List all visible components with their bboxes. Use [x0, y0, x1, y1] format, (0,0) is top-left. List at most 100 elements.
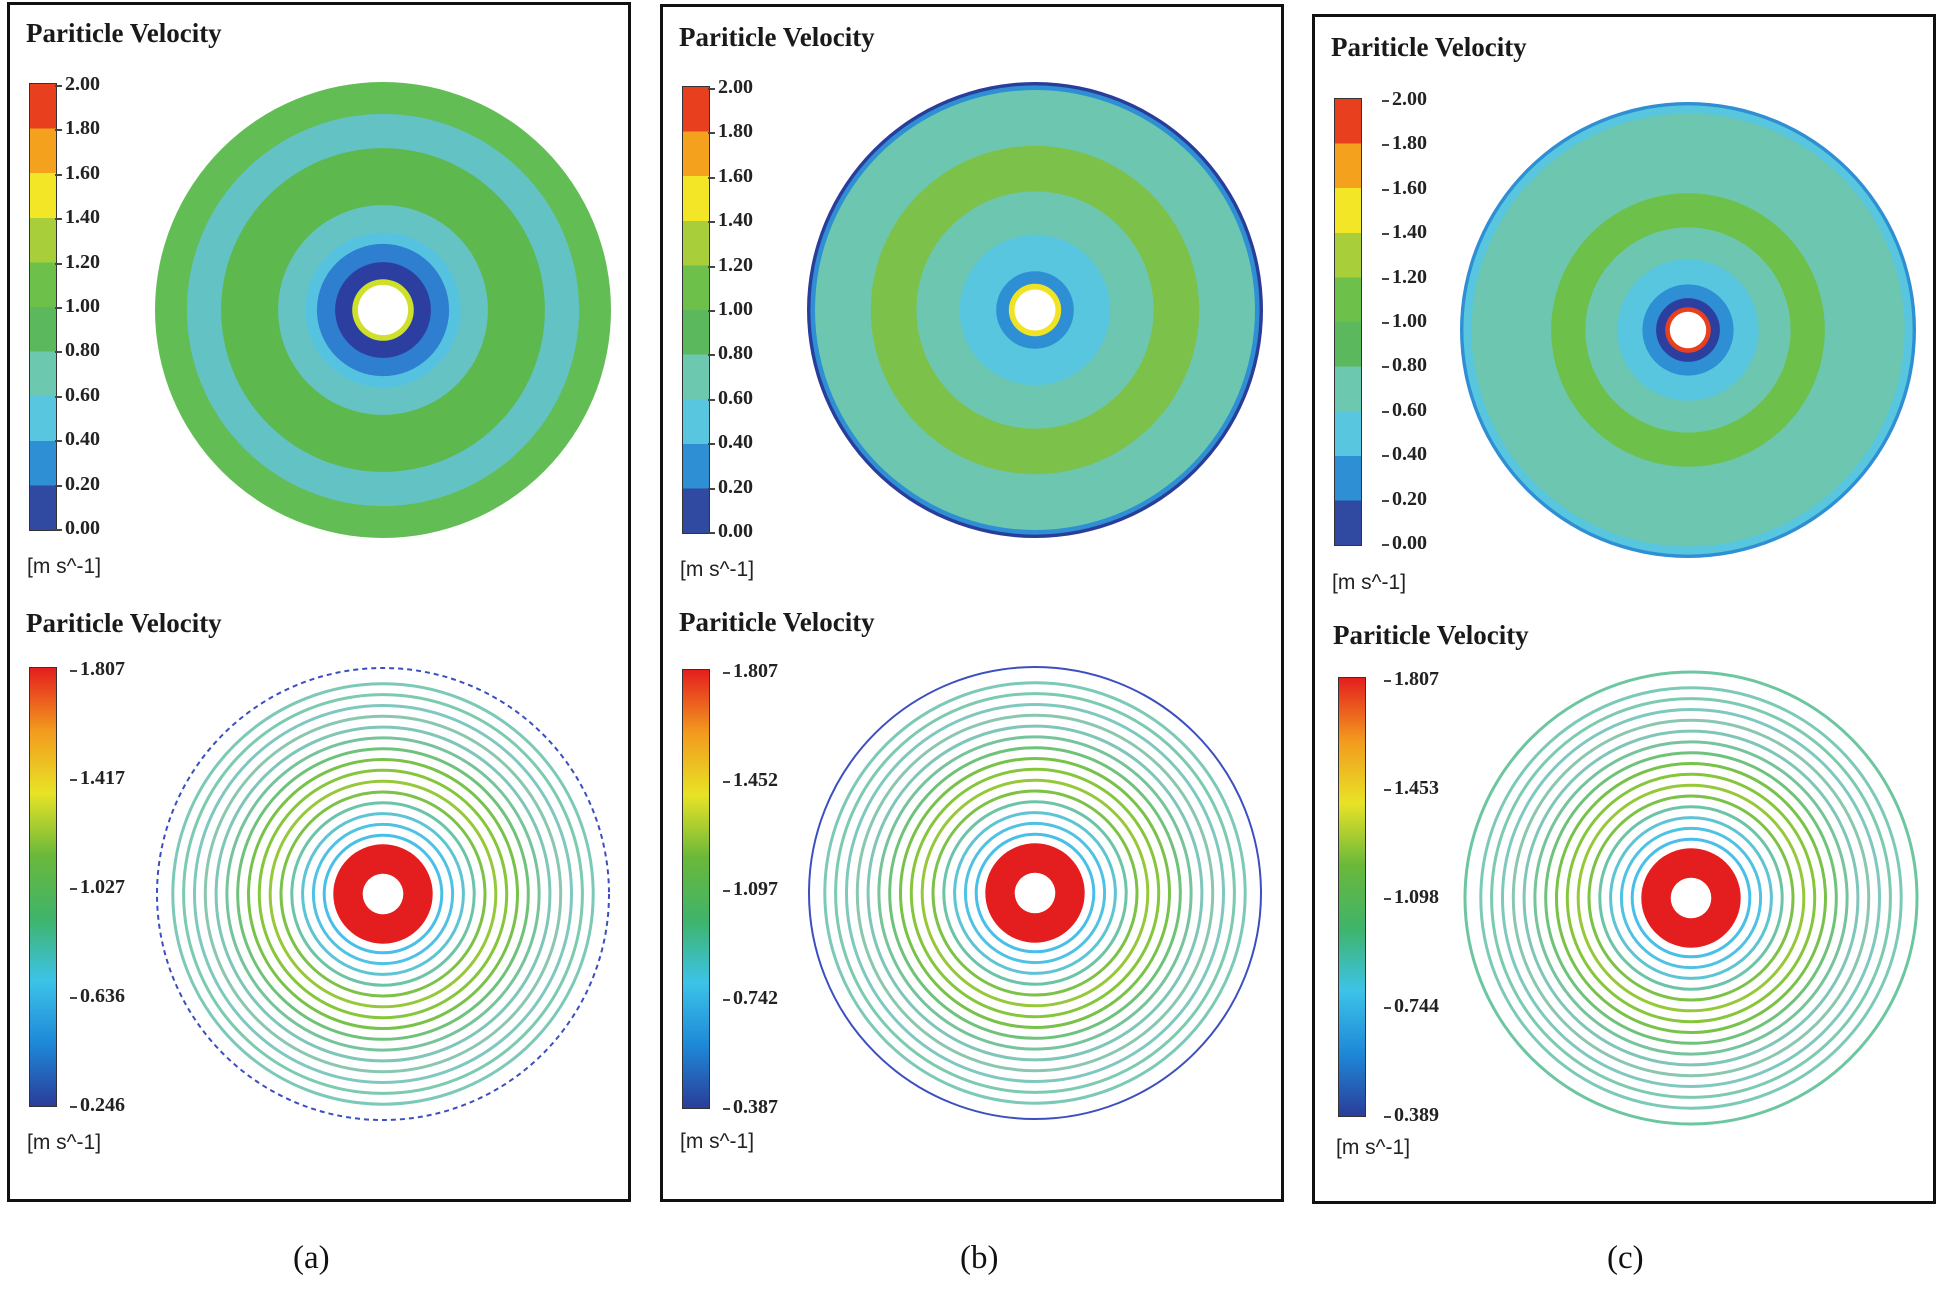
streamline-ring: [1511, 718, 1871, 1078]
colorbar-tick-mark: [1384, 1116, 1391, 1118]
colorbar-tick-mark: [723, 890, 730, 892]
colorbar-tick-mark: [708, 398, 715, 401]
streamline-ring: [301, 812, 465, 976]
colorbar-tick-label: 1.807: [1394, 668, 1439, 690]
panel-b-streamline-unit: [m s^-1]: [680, 1130, 755, 1153]
colorbar-tick-label: 1.60: [1392, 176, 1427, 199]
colorbar-tick-mark: [708, 354, 715, 357]
colorbar-tick-label: 1.453: [1394, 777, 1439, 799]
colorbar-tick-label: 1.60: [65, 161, 100, 184]
streamline-ring: [855, 713, 1215, 1073]
streamline-ring: [203, 714, 563, 1074]
colorbar-tick-label: 0.00: [1392, 532, 1427, 554]
streamline-ring: [1555, 762, 1827, 1034]
colorbar-tick-mark: [1382, 233, 1389, 236]
colorbar-tick-label: 0.40: [1392, 443, 1427, 466]
streamline-ring: [225, 736, 541, 1052]
colorbar-tick-label: 0.80: [65, 339, 100, 362]
streamline-ring: [1576, 783, 1806, 1013]
panel-a-streamline-title: Pariticle Velocity: [26, 608, 222, 638]
colorbar-tick-mark: [1382, 544, 1389, 546]
streamline-ring: [1587, 794, 1795, 1002]
colorbar-tick-mark: [55, 484, 62, 487]
panel-b-contour-plot: [807, 82, 1263, 538]
panel-b-contour-unit: [m s^-1]: [680, 558, 755, 581]
colorbar-tick-label: 0.00: [65, 517, 100, 539]
streamline-ring: [909, 767, 1161, 1019]
colorbar-tick-mark: [708, 88, 715, 90]
colorbar-tick-mark: [723, 1108, 730, 1110]
streamline-ring: [193, 704, 573, 1084]
colorbar-tick-label: 0.40: [718, 431, 753, 454]
panel-c-contour-title: Pariticle Velocity: [1331, 32, 1527, 62]
streamline-ring: [214, 725, 552, 1063]
colorbar-tick-label: 1.20: [1392, 265, 1427, 288]
colorbar-tick-label: 1.80: [718, 120, 753, 143]
panel-a-streamline-unit: [m s^-1]: [27, 1131, 102, 1154]
colorbar-tick-label: 0.20: [65, 472, 100, 495]
colorbar-tick-mark: [1384, 1007, 1391, 1009]
panel-c-contour-unit: [m s^-1]: [1332, 571, 1407, 594]
colorbar-tick-mark: [708, 487, 715, 490]
colorbar-tick-mark: [708, 310, 715, 312]
streamline-ring: [963, 821, 1107, 965]
colorbar-tick-label: 0.80: [1392, 354, 1427, 377]
colorbar-tick-mark: [55, 351, 62, 354]
colorbar-tick-mark: [55, 85, 62, 87]
streamline-boundary: [808, 666, 1262, 1120]
streamline-ring: [834, 692, 1236, 1094]
colorbar-tick-mark: [1382, 410, 1389, 413]
streamline-ring: [953, 811, 1117, 975]
colorbar-tick-mark: [708, 176, 715, 179]
colorbar-tick-mark: [55, 262, 62, 265]
colorbar-tick-label: 1.00: [65, 295, 100, 317]
streamline-ring: [823, 681, 1247, 1105]
colorbar-tick-label: 1.027: [80, 876, 125, 898]
colorbar-tick-mark: [55, 440, 62, 443]
streamline-ring: [888, 746, 1182, 1040]
streamline-ring: [1479, 686, 1903, 1110]
streamline-ring: [171, 682, 595, 1106]
streamline-ring: [1501, 708, 1881, 1088]
colorbar-tick-label: 2.00: [65, 73, 100, 95]
colorbar-tick-label: 0.389: [1394, 1104, 1439, 1126]
streamline-ring: [290, 801, 476, 987]
colorbar-tick-mark: [1382, 100, 1389, 102]
colorbar-tick-label: 0.00: [718, 520, 753, 542]
panel-c-streamline-title: Pariticle Velocity: [1333, 620, 1529, 650]
streamline-ring: [182, 693, 584, 1095]
streamline-core-hole: [1670, 877, 1712, 919]
colorbar-tick-label: 1.00: [718, 298, 753, 320]
colorbar-tick-mark: [70, 779, 77, 781]
panel-c-streamline-colorbar: [1338, 677, 1366, 1117]
colorbar-tick-label: 1.097: [733, 878, 778, 900]
colorbar-tick-mark: [1382, 366, 1389, 369]
colorbar-tick-mark: [708, 443, 715, 446]
streamline-ring: [1609, 816, 1773, 980]
colorbar-tick-label: 1.20: [65, 250, 100, 273]
colorbar-tick-label: 1.417: [80, 767, 125, 789]
colorbar-tick-label: 0.60: [718, 386, 753, 409]
panel-b-streamline-plot: [808, 666, 1262, 1120]
colorbar-tick-mark: [1382, 188, 1389, 191]
colorbar-tick-mark: [1382, 499, 1389, 502]
colorbar-tick-label: 0.387: [733, 1096, 778, 1118]
panel-a-contour-plot: [155, 82, 611, 538]
colorbar-tick-label: 1.098: [1394, 886, 1439, 908]
colorbar-tick-label: 0.20: [1392, 487, 1427, 510]
streamline-core-hole: [362, 873, 404, 915]
colorbar-tick-label: 1.40: [718, 209, 753, 232]
streamline-ring: [931, 789, 1139, 997]
colorbar-tick-mark: [55, 529, 62, 531]
colorbar-tick-label: 1.40: [1392, 221, 1427, 244]
panel-c-streamline-plot: [1463, 670, 1919, 1126]
colorbar-tick-label: 0.80: [718, 342, 753, 365]
streamline-ring: [236, 747, 530, 1041]
colorbar-tick-label: 1.452: [733, 769, 778, 791]
streamline-ring: [268, 779, 498, 1009]
colorbar-tick-mark: [708, 132, 715, 135]
colorbar-tick-label: 0.744: [1394, 995, 1439, 1017]
colorbar-tick-mark: [55, 129, 62, 132]
colorbar-tick-label: 0.246: [80, 1094, 125, 1116]
panel-c-contour-plot: [1460, 102, 1916, 558]
